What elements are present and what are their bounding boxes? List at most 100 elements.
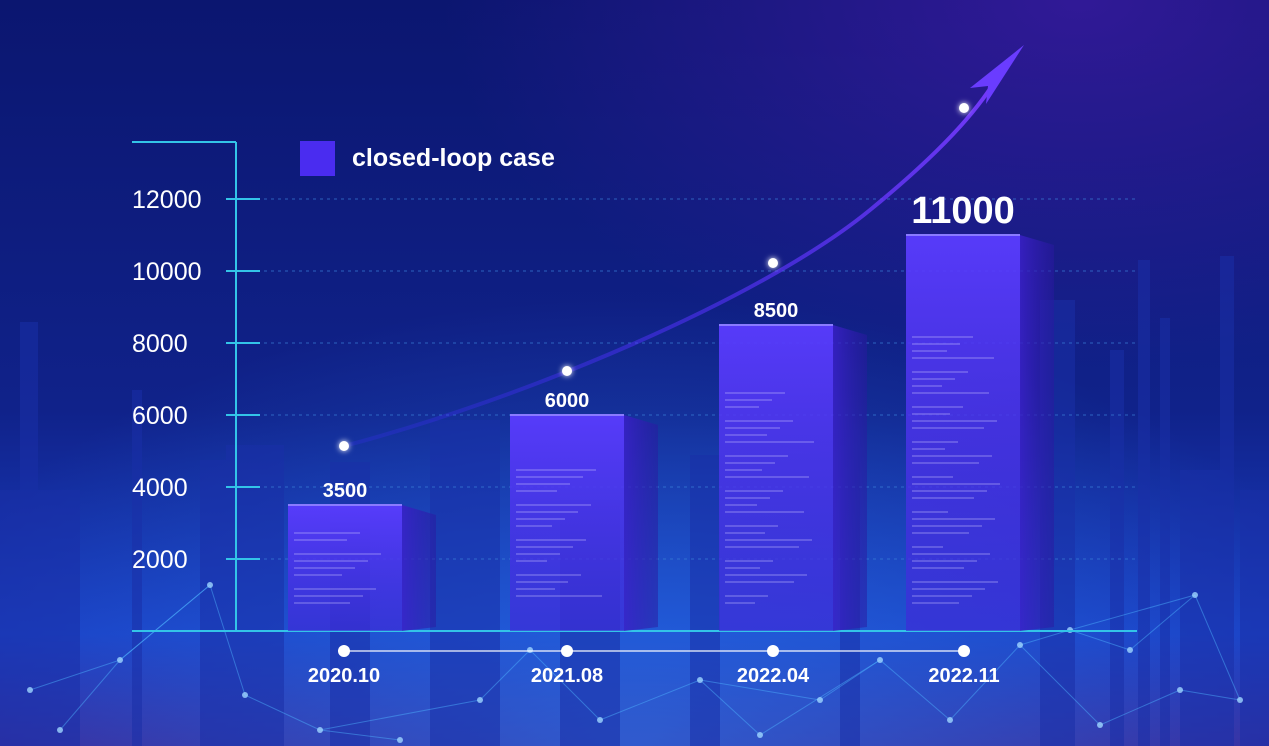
- network-link: [119, 584, 211, 661]
- network-node: [477, 697, 483, 703]
- network-link: [879, 659, 951, 721]
- network-link: [1099, 689, 1181, 726]
- legend-label: closed-loop case: [352, 144, 555, 172]
- bar-side: [402, 505, 436, 631]
- network-link: [479, 649, 531, 701]
- bar-side: [624, 415, 658, 631]
- skyline-building: [1160, 318, 1170, 746]
- skyline-building: [1180, 470, 1220, 746]
- bars: 3500 6000 8500 11000: [288, 190, 1054, 631]
- x-tick-label: 2022.04: [737, 665, 810, 687]
- bar-group: 3500: [288, 480, 436, 631]
- network-node: [242, 692, 248, 698]
- trend-point: [339, 441, 349, 451]
- skyline-building: [200, 460, 230, 746]
- skyline-building: [226, 445, 284, 746]
- skyline-building: [1240, 490, 1269, 746]
- network-link: [29, 659, 121, 691]
- network-node: [57, 727, 63, 733]
- network-link: [1194, 594, 1241, 701]
- network-node: [817, 697, 823, 703]
- x-tick-label: 2021.08: [531, 665, 603, 687]
- network-node: [597, 717, 603, 723]
- network-node: [1017, 642, 1023, 648]
- timeline-dot: [561, 645, 573, 657]
- bar: [510, 415, 624, 631]
- network-node: [697, 677, 703, 683]
- bar-group: 6000: [510, 390, 658, 631]
- skyline-building: [1138, 260, 1150, 746]
- skyline-building: [690, 455, 720, 746]
- network-node: [207, 582, 213, 588]
- network-link: [699, 679, 761, 736]
- timeline-dot: [338, 645, 350, 657]
- network-node: [1097, 722, 1103, 728]
- y-tick-label: 4000: [132, 474, 188, 502]
- y-tick-label: 12000: [132, 186, 202, 214]
- timeline-dot: [767, 645, 779, 657]
- x-axis-labels: 2020.10 2021.08 2022.04 2022.11: [308, 645, 1000, 687]
- y-tick-label: 6000: [132, 402, 188, 430]
- y-axis-ticks: 2000 4000 6000 8000 10000 12000: [132, 186, 260, 574]
- bar-side: [833, 325, 867, 631]
- bar-group: 8500: [719, 300, 867, 631]
- y-tick-label: 8000: [132, 330, 188, 358]
- network-link: [319, 729, 401, 741]
- bar-value-label: 6000: [545, 390, 590, 412]
- network-node: [317, 727, 323, 733]
- network-link: [699, 679, 821, 701]
- network-node: [1192, 592, 1198, 598]
- trend-point: [959, 103, 969, 113]
- trend-curve: [342, 58, 1012, 448]
- network-link: [244, 694, 321, 731]
- network-link: [1179, 689, 1241, 701]
- legend: closed-loop case: [300, 141, 555, 176]
- network-mesh-decoration: [27, 582, 1243, 743]
- y-tick-label: 10000: [132, 258, 202, 286]
- network-link: [819, 659, 881, 701]
- trend-arrowhead: [970, 45, 1024, 104]
- network-link: [1019, 629, 1071, 646]
- bar-value-label: 8500: [754, 300, 799, 322]
- bar-group: 11000: [906, 190, 1054, 631]
- skyline-building: [1220, 256, 1234, 746]
- network-node: [1127, 647, 1133, 653]
- network-node: [397, 737, 403, 743]
- trend-arrow: [339, 45, 1024, 451]
- network-link: [949, 644, 1021, 721]
- x-tick-label: 2020.10: [308, 665, 380, 687]
- skyline-building: [1110, 350, 1124, 746]
- trend-point: [768, 258, 778, 268]
- y-tick-label: 2000: [132, 546, 188, 574]
- network-link: [119, 584, 211, 661]
- skyline-building: [0, 490, 80, 746]
- bar: [719, 325, 833, 631]
- timeline-dot: [958, 645, 970, 657]
- network-link: [529, 649, 601, 721]
- network-node: [1237, 697, 1243, 703]
- network-node: [757, 732, 763, 738]
- bar: [906, 235, 1020, 631]
- x-tick-label: 2022.11: [928, 665, 999, 687]
- skyline-building: [430, 420, 500, 746]
- bar-value-label: 11000: [911, 190, 1015, 232]
- network-node: [117, 657, 123, 663]
- network-link: [59, 659, 121, 731]
- network-link: [599, 679, 701, 721]
- network-link: [1069, 629, 1131, 651]
- network-link: [319, 699, 481, 731]
- network-link: [1069, 594, 1196, 631]
- network-link: [1129, 594, 1196, 651]
- network-node: [877, 657, 883, 663]
- network-link: [209, 584, 246, 696]
- skyline-building: [132, 390, 142, 746]
- network-node: [947, 717, 953, 723]
- trend-point: [562, 366, 572, 376]
- network-node: [1177, 687, 1183, 693]
- bar-value-label: 3500: [323, 480, 368, 502]
- bar-side: [1020, 235, 1054, 631]
- network-node: [27, 687, 33, 693]
